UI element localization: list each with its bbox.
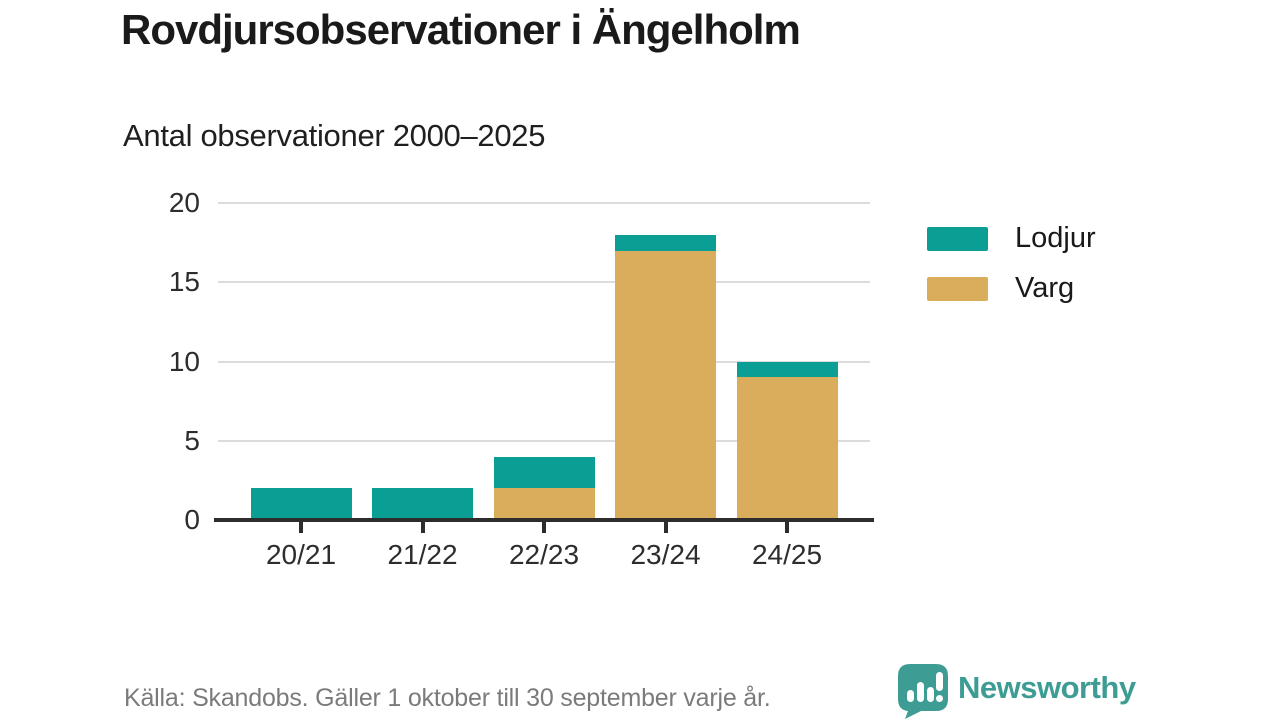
gridline-10 — [218, 360, 870, 363]
y-tick-label-5: 5 — [184, 424, 200, 456]
x-tick-24-25 — [785, 522, 789, 533]
source-note: Källa: Skandobs. Gäller 1 oktober till 3… — [124, 684, 771, 712]
newsworthy-logo-text: Newsworthy — [958, 670, 1136, 705]
newsworthy-logo: Newsworthy — [897, 663, 1136, 719]
x-tick-label-22-23: 22/23 — [508, 539, 580, 570]
x-tick-20-21 — [299, 522, 303, 533]
y-tick-label-0: 0 — [184, 504, 200, 535]
legend-swatch-lodjur — [927, 226, 988, 251]
chart-title: Rovdjursobservationer i Ängelholm — [121, 6, 801, 53]
bar-segment-lodjur-23-24 — [615, 234, 716, 251]
x-tick-23-24 — [663, 522, 668, 533]
bar-segment-varg-23-24 — [615, 250, 716, 520]
x-tick-label-20-21: 20/21 — [265, 539, 337, 570]
bar-segment-lodjur-22-23 — [493, 456, 595, 489]
y-axis: 0 5 10 15 20 — [90, 187, 200, 535]
y-tick-label-15: 15 — [168, 266, 200, 298]
bar-segment-varg-24-25 — [736, 377, 838, 520]
bar-segment-varg-22-23 — [493, 488, 595, 520]
gridline-20 — [218, 202, 870, 204]
legend-swatch-varg — [927, 276, 988, 301]
x-tick-label-21-22: 21/22 — [387, 539, 458, 570]
legend-label-lodjur: Lodjur — [1015, 222, 1096, 254]
legend-label-varg: Varg — [1015, 272, 1075, 304]
x-tick-label-23-24: 23/24 — [630, 539, 701, 570]
newsworthy-speech-bubble-icon — [898, 664, 948, 719]
legend-item-lodjur: Lodjur — [927, 224, 1096, 253]
bar-segment-lodjur-20-21 — [250, 488, 352, 520]
gridline-5 — [218, 439, 870, 442]
y-tick-label-20: 20 — [168, 187, 200, 218]
x-tick-21-22 — [420, 522, 425, 533]
legend: Lodjur Varg — [927, 224, 1096, 324]
bar-segment-lodjur-21-22 — [372, 488, 473, 520]
bar-segment-lodjur-24-25 — [736, 361, 838, 378]
x-tick-22-23 — [542, 522, 546, 533]
gridline-15 — [218, 281, 870, 284]
x-tick-label-24-25: 24/25 — [751, 539, 823, 570]
legend-item-varg: Varg — [927, 274, 1096, 303]
chart-subtitle: Antal observationer 2000–2025 — [123, 118, 546, 153]
x-axis-line — [214, 518, 874, 522]
plot-area: 20/21 21/22 22/23 23/24 24/25 — [214, 202, 874, 570]
y-tick-label-10: 10 — [168, 345, 200, 377]
